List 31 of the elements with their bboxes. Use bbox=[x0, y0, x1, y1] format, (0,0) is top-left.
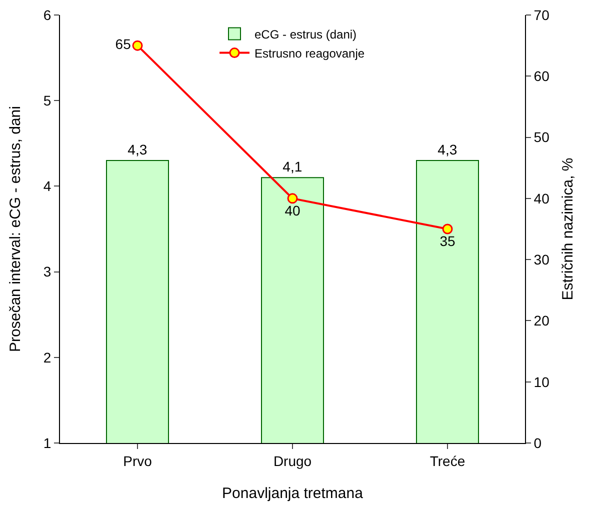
y2-tick-label: 60 bbox=[534, 68, 550, 84]
y2-tick-label: 50 bbox=[534, 129, 550, 146]
y-tick-label: 2 bbox=[43, 349, 52, 366]
y-tick-label: 4 bbox=[43, 178, 52, 194]
y-tick-label: 6 bbox=[43, 6, 52, 23]
y-tick-label: 1 bbox=[43, 434, 52, 451]
y2-axis-title: Estričnih nazimica, % bbox=[560, 158, 576, 300]
y2-tick-label: 70 bbox=[534, 6, 550, 23]
x-axis-title: Ponavljanja tretmana bbox=[222, 485, 364, 502]
legend-label: Estrusno reagovanje bbox=[254, 46, 365, 60]
y-axis-title: Prosečan interval: eCG - estrus, dani bbox=[7, 106, 24, 352]
legend-label: eCG - estrus (dani) bbox=[254, 27, 357, 42]
x-tick-label: Drugo bbox=[273, 452, 312, 469]
data-label: 4,3 bbox=[438, 142, 458, 158]
y-tick-label: 3 bbox=[43, 264, 52, 280]
y2-tick-label: 40 bbox=[534, 190, 550, 206]
data-label: 4,1 bbox=[282, 158, 302, 175]
point bbox=[442, 224, 453, 234]
point bbox=[132, 40, 143, 51]
y-tick-label: 5 bbox=[43, 92, 52, 108]
y2-tick-label: 20 bbox=[534, 312, 550, 329]
data-label: 65 bbox=[115, 36, 132, 52]
x-tick-label: Treće bbox=[430, 452, 466, 469]
data-label: 35 bbox=[440, 233, 456, 250]
data-label: 40 bbox=[284, 202, 300, 219]
y2-tick-label: 30 bbox=[534, 251, 550, 268]
point bbox=[287, 193, 298, 204]
y2-tick-label: 0 bbox=[534, 434, 542, 451]
y2-tick-label: 10 bbox=[534, 374, 550, 390]
data-label: 4,3 bbox=[128, 142, 148, 158]
x-tick-label: Prvo bbox=[123, 452, 152, 469]
